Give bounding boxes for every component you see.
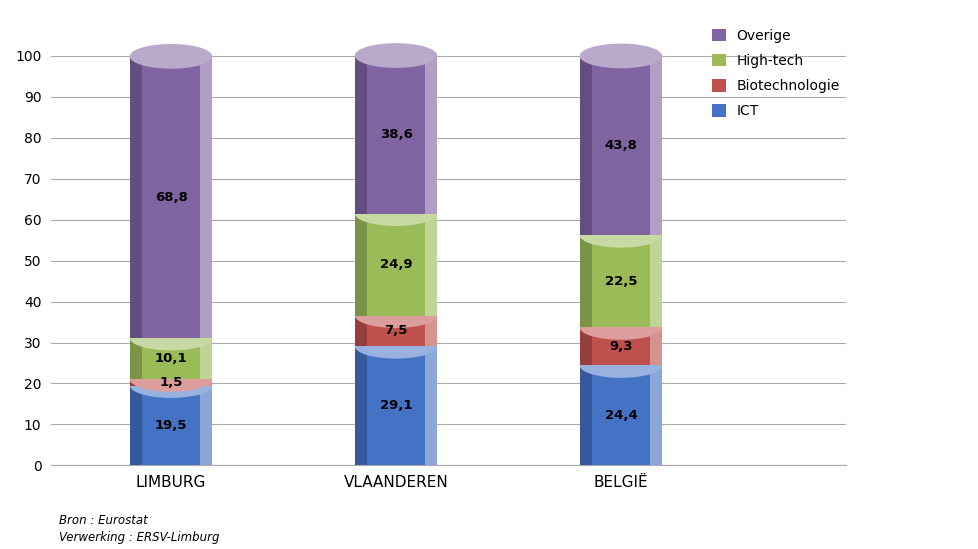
Bar (354, 316, 437, 346)
Bar (649, 366, 661, 466)
Bar (354, 55, 367, 214)
Bar (130, 338, 212, 379)
Bar (649, 236, 661, 327)
Ellipse shape (579, 223, 661, 248)
Bar (424, 214, 437, 316)
Bar (649, 56, 661, 236)
Bar (200, 338, 212, 379)
Text: Verwerking : ERSV-Limburg: Verwerking : ERSV-Limburg (59, 531, 219, 544)
Text: 1,5: 1,5 (159, 376, 183, 389)
Bar (130, 379, 212, 385)
Text: 24,4: 24,4 (604, 409, 637, 422)
Legend: Overige, High-tech, Biotechnologie, ICT: Overige, High-tech, Biotechnologie, ICT (704, 22, 846, 125)
Text: 24,9: 24,9 (379, 258, 412, 271)
Ellipse shape (354, 334, 437, 358)
Text: 19,5: 19,5 (155, 419, 187, 432)
Bar (424, 316, 437, 346)
Text: Bron : Eurostat: Bron : Eurostat (59, 514, 148, 527)
Bar (649, 327, 661, 366)
Bar (354, 316, 367, 346)
Text: 68,8: 68,8 (155, 191, 188, 204)
Bar (354, 214, 367, 316)
Ellipse shape (130, 326, 212, 350)
Bar (200, 385, 212, 466)
Bar (130, 379, 142, 385)
Bar (130, 385, 212, 466)
Bar (130, 385, 142, 466)
Text: 43,8: 43,8 (603, 139, 637, 152)
Bar (579, 56, 592, 236)
Ellipse shape (354, 201, 437, 226)
Ellipse shape (130, 373, 212, 398)
Text: 29,1: 29,1 (379, 399, 412, 412)
Bar (424, 55, 437, 214)
Ellipse shape (354, 453, 437, 478)
Ellipse shape (579, 315, 661, 340)
Ellipse shape (354, 303, 437, 328)
Ellipse shape (579, 43, 661, 68)
Bar (579, 236, 661, 327)
Ellipse shape (130, 367, 212, 392)
Ellipse shape (130, 44, 212, 69)
Bar (579, 366, 661, 466)
Text: 9,3: 9,3 (608, 340, 632, 353)
Bar (130, 57, 142, 338)
Bar (354, 346, 367, 466)
Text: 38,6: 38,6 (379, 128, 412, 141)
Bar (354, 214, 437, 316)
Bar (200, 57, 212, 338)
Ellipse shape (579, 353, 661, 378)
Bar (424, 346, 437, 466)
Ellipse shape (579, 453, 661, 478)
Bar (354, 346, 437, 466)
Bar (579, 366, 592, 466)
Bar (200, 379, 212, 385)
Bar (130, 338, 142, 379)
Bar (354, 55, 437, 214)
Bar (579, 327, 592, 366)
Ellipse shape (354, 43, 437, 68)
Text: 10,1: 10,1 (155, 352, 187, 365)
Ellipse shape (130, 453, 212, 478)
Text: 7,5: 7,5 (384, 324, 407, 338)
Text: 22,5: 22,5 (604, 275, 637, 288)
Bar (130, 57, 212, 338)
Bar (579, 327, 661, 366)
Bar (579, 56, 661, 236)
Bar (579, 236, 592, 327)
